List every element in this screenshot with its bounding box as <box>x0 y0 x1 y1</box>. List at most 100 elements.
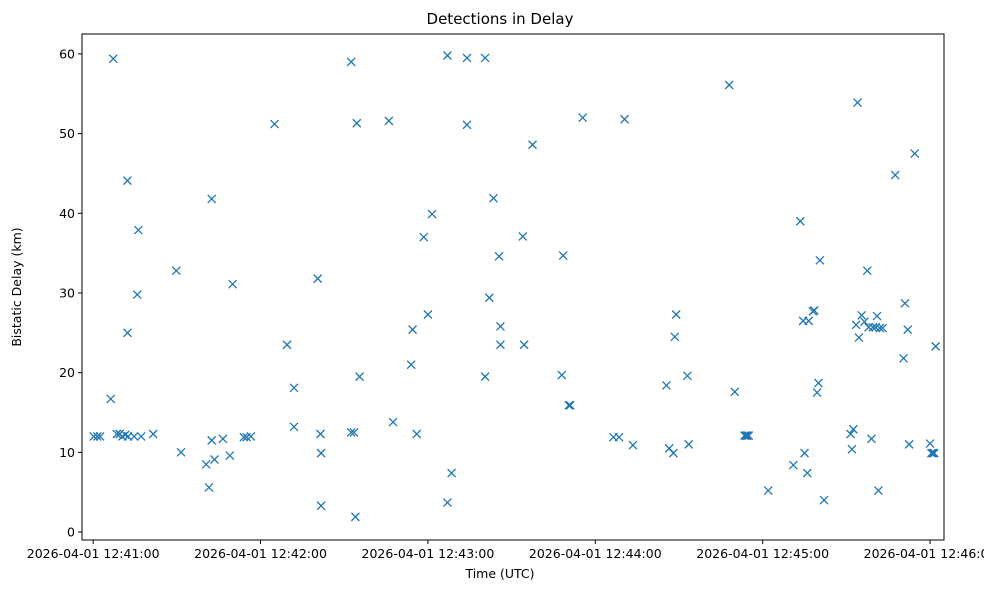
data-point-23 <box>210 455 219 464</box>
data-point-19 <box>201 459 211 469</box>
data-point-100 <box>815 255 825 265</box>
plot-frame <box>81 33 945 541</box>
data-point-29 <box>246 431 256 441</box>
data-point-21 <box>207 435 217 445</box>
data-point-126 <box>926 448 936 458</box>
data-point-44 <box>384 116 394 126</box>
data-point-13 <box>132 290 142 300</box>
data-point-0 <box>89 431 99 441</box>
data-point-117 <box>875 323 885 333</box>
data-point-42 <box>352 118 362 128</box>
data-point-54 <box>447 468 457 478</box>
data-point-53 <box>442 51 452 60</box>
data-point-121 <box>900 298 910 308</box>
data-point-115 <box>872 311 882 321</box>
data-point-88 <box>744 431 754 441</box>
data-point-55 <box>462 53 472 63</box>
data-point-78 <box>668 448 678 458</box>
y-tick-label-5: 50 <box>59 126 75 141</box>
data-point-31 <box>282 340 292 350</box>
data-point-64 <box>518 231 528 241</box>
data-point-69 <box>564 400 574 410</box>
data-point-65 <box>519 340 529 350</box>
data-point-51 <box>427 209 437 219</box>
data-point-37 <box>316 448 326 458</box>
x-tick-label-5: 2026-04-01 12:46:00 <box>864 546 984 561</box>
plot-area <box>82 34 944 540</box>
data-point-15 <box>136 431 146 441</box>
data-point-71 <box>578 113 588 123</box>
data-point-68 <box>558 251 568 260</box>
chart-title: Detections in Delay <box>427 10 574 28</box>
data-point-3 <box>106 394 116 404</box>
y-tick-label-1: 10 <box>59 445 75 460</box>
data-point-30 <box>270 119 279 129</box>
data-point-94 <box>802 468 812 478</box>
y-tick-label-0: 0 <box>67 525 75 540</box>
data-point-38 <box>346 427 356 437</box>
data-point-56 <box>462 120 472 130</box>
data-point-108 <box>857 310 867 320</box>
data-point-91 <box>795 216 805 226</box>
y-axis-title: Bistatic Delay (km) <box>9 227 24 346</box>
data-point-85 <box>740 431 750 441</box>
data-point-18 <box>176 447 186 457</box>
data-point-32 <box>289 383 299 393</box>
data-point-60 <box>489 193 498 203</box>
data-point-129 <box>931 341 941 351</box>
data-point-99 <box>814 378 823 388</box>
data-point-45 <box>388 417 398 427</box>
data-point-35 <box>316 429 325 439</box>
data-point-109 <box>860 317 869 327</box>
x-tick-label-1: 2026-04-01 12:42:00 <box>194 546 327 561</box>
data-point-70 <box>565 400 575 410</box>
data-point-57 <box>480 53 490 63</box>
data-point-62 <box>495 321 505 331</box>
data-point-11 <box>123 328 132 338</box>
data-point-48 <box>412 429 422 439</box>
data-point-33 <box>289 422 299 432</box>
data-markers <box>89 51 941 522</box>
data-point-67 <box>557 370 567 380</box>
data-point-47 <box>408 325 418 335</box>
data-point-59 <box>484 293 494 303</box>
data-point-2 <box>95 431 105 441</box>
x-tick-label-4: 2026-04-01 12:45:00 <box>696 546 829 561</box>
data-point-111 <box>864 322 874 332</box>
data-point-82 <box>684 439 694 449</box>
data-point-36 <box>316 501 326 511</box>
data-point-127 <box>928 448 938 458</box>
data-point-84 <box>730 387 740 397</box>
data-point-16 <box>148 429 158 439</box>
data-point-76 <box>661 380 671 390</box>
data-point-90 <box>788 460 798 470</box>
data-point-97 <box>809 306 819 315</box>
data-point-80 <box>671 310 681 319</box>
data-point-118 <box>878 323 888 333</box>
data-point-40 <box>346 57 356 67</box>
data-point-102 <box>846 429 856 439</box>
y-tick-label-3: 30 <box>59 285 75 300</box>
data-point-66 <box>528 140 537 150</box>
data-point-22 <box>207 194 217 204</box>
data-point-81 <box>682 371 692 381</box>
x-tick-label-2: 2026-04-01 12:43:00 <box>362 546 495 561</box>
data-point-58 <box>480 372 490 382</box>
data-point-8 <box>120 430 130 440</box>
data-point-26 <box>228 279 238 289</box>
data-point-98 <box>812 388 822 398</box>
data-point-119 <box>890 170 900 180</box>
data-point-39 <box>349 427 359 437</box>
data-point-14 <box>133 225 143 235</box>
data-point-95 <box>804 316 814 326</box>
data-point-12 <box>129 431 139 441</box>
data-point-49 <box>419 232 429 242</box>
data-point-1 <box>92 431 102 441</box>
data-point-101 <box>819 495 829 505</box>
data-point-75 <box>628 440 638 450</box>
data-point-52 <box>442 498 452 508</box>
y-axis-ticks: 0 10 20 30 40 50 60 <box>59 46 82 540</box>
data-point-103 <box>847 444 857 454</box>
data-point-124 <box>910 149 920 158</box>
data-point-122 <box>903 325 913 335</box>
